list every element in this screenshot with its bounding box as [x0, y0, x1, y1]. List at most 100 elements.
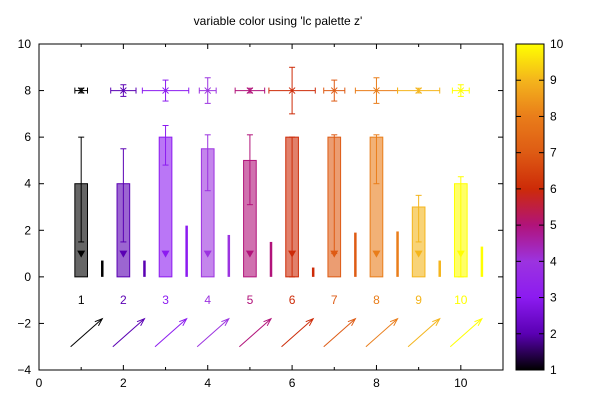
arrow-head	[389, 317, 399, 327]
arrow-shaft	[112, 318, 145, 348]
y-axis: −4 −2 0 2 4 6 8 10	[17, 37, 503, 377]
y-tick-label: −2	[17, 316, 31, 330]
colorbar-tick-label: 8	[550, 109, 557, 123]
arrow-shaft	[365, 318, 398, 348]
arrow-5	[239, 317, 273, 348]
arrow-shaft	[449, 318, 483, 348]
colorbar-tick-label: 9	[550, 73, 557, 87]
xyerrorbar-7	[323, 79, 346, 102]
x-tick-label: 4	[204, 376, 211, 390]
y-tick-label: 0	[24, 270, 31, 284]
arrow-8	[365, 317, 399, 348]
arrow-head	[474, 317, 484, 327]
number-label: 8	[373, 293, 380, 307]
xyerrorbar-5	[234, 87, 266, 94]
number-label: 4	[204, 293, 211, 307]
x-tick-label: 8	[373, 376, 380, 390]
xyerrorbar-1	[74, 87, 89, 94]
box-1	[74, 136, 89, 278]
arrow-head	[263, 317, 273, 327]
arrow-shaft	[323, 318, 356, 348]
x-axis: 0 2 4 6 8 10	[36, 44, 504, 390]
y-tick-label: −4	[17, 363, 31, 377]
colorbar-tick-label: 5	[550, 218, 557, 232]
plot-area: 1 2 3 4 5 6 7 8 9 10	[70, 66, 484, 348]
y-tick-label: 6	[24, 130, 31, 144]
colorbar-axis: 1 2 3 4 5 6 7 8 9 10	[516, 37, 564, 377]
box-6	[285, 136, 299, 278]
box-marker	[77, 250, 86, 258]
box-marker	[330, 250, 339, 258]
y-tick-label: 10	[18, 37, 32, 51]
xyerrorbar-8	[354, 77, 399, 104]
plot-frame	[38, 43, 504, 371]
x-tick-label: 0	[36, 376, 43, 390]
y-tick-label: 2	[24, 223, 31, 237]
box-3	[158, 125, 173, 278]
arrow-head	[179, 317, 188, 327]
colorbar-tick-label: 1	[550, 363, 557, 377]
chart-title: variable color using 'lc palette z'	[194, 14, 363, 28]
arrow-head	[347, 317, 357, 327]
arrow-4	[196, 317, 230, 348]
arrow-9	[407, 317, 441, 348]
x-tick-label: 2	[120, 376, 127, 390]
box-8	[369, 134, 384, 278]
box-marker	[414, 250, 423, 258]
arrow-6	[281, 317, 315, 348]
xyerrorbar-2	[110, 84, 137, 97]
arrow-shaft	[281, 318, 314, 348]
arrow-shaft	[196, 318, 230, 348]
number-label: 10	[454, 293, 468, 307]
box-7	[327, 134, 342, 278]
box-4	[200, 134, 215, 278]
xyerrorbar-6	[268, 66, 316, 115]
point-marker	[373, 87, 380, 94]
arrow-shaft	[154, 318, 187, 348]
box-marker	[456, 250, 465, 258]
point-marker	[288, 87, 296, 94]
box-9	[411, 194, 426, 278]
arrow-3	[154, 317, 188, 348]
arrow-head	[432, 317, 441, 327]
arrow-head	[305, 317, 315, 327]
box-marker	[119, 250, 128, 258]
arrow-head	[136, 317, 146, 327]
colorbar-tick-label: 6	[550, 182, 557, 196]
box-10	[453, 176, 468, 278]
arrow-shaft	[239, 318, 272, 348]
box-marker	[288, 250, 297, 258]
colorbar-tick-label: 4	[550, 254, 557, 268]
point-marker	[246, 87, 254, 94]
number-label: 7	[331, 293, 338, 307]
xyerrorbar-9	[397, 87, 441, 94]
arrow-1	[70, 317, 104, 348]
number-label: 3	[162, 293, 169, 307]
box-marker	[161, 250, 170, 258]
x-tick-label: 6	[289, 376, 296, 390]
box-marker	[245, 250, 254, 258]
y-tick-label: 4	[24, 177, 31, 191]
box-2	[116, 148, 131, 278]
colorbar-tick-label: 3	[550, 291, 557, 305]
point-marker	[204, 87, 212, 94]
box-marker	[372, 250, 381, 258]
colorbar-tick-label: 7	[550, 146, 557, 160]
arrow-head	[221, 317, 230, 327]
arrow-2	[112, 317, 146, 348]
colorbar-tick-label: 2	[550, 327, 557, 341]
arrow-shaft	[70, 318, 103, 348]
point-marker	[457, 87, 465, 94]
point-marker	[77, 87, 85, 94]
y-tick-label: 8	[24, 84, 31, 98]
arrow-7	[323, 317, 357, 348]
number-label: 9	[415, 293, 422, 307]
point-marker	[330, 87, 338, 94]
arrow-head	[94, 317, 104, 327]
colorbar	[515, 43, 545, 371]
number-label: 6	[289, 293, 296, 307]
number-label: 2	[120, 293, 127, 307]
x-tick-label: 10	[454, 376, 468, 390]
point-marker	[415, 87, 422, 94]
